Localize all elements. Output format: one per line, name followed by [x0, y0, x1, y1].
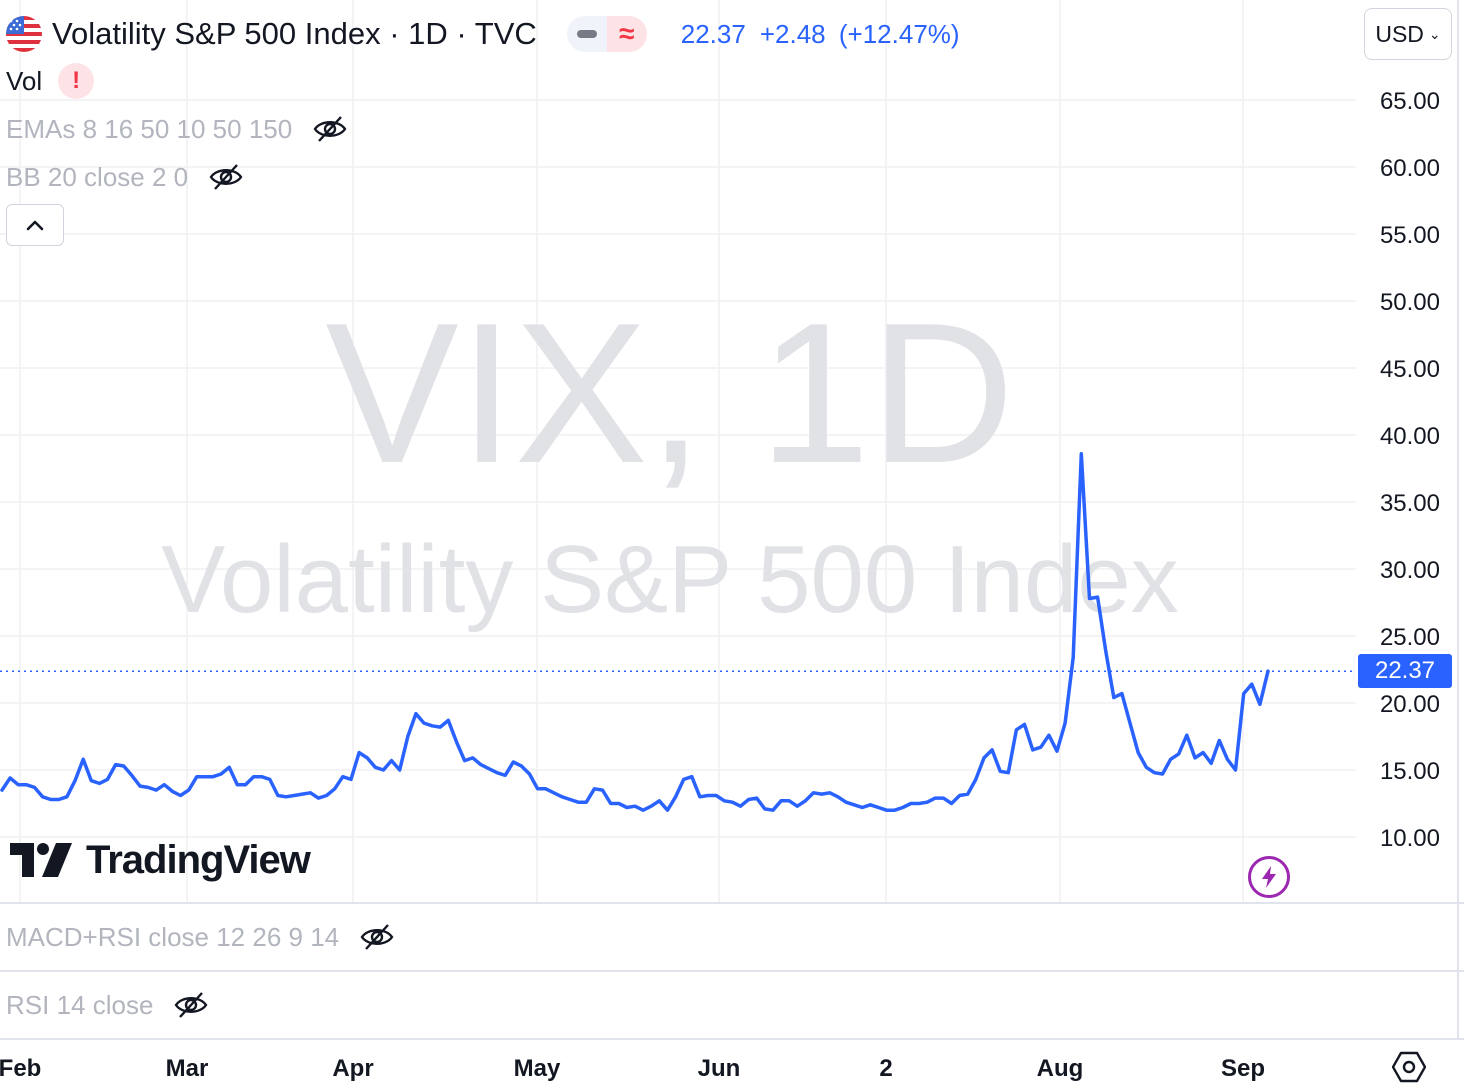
currency-label: USD — [1375, 20, 1424, 47]
legend-ema[interactable]: EMAs 8 16 50 10 50 150 — [6, 110, 348, 148]
y-tick-label: 55.00 — [1380, 222, 1440, 249]
y-tick-label: 60.00 — [1380, 155, 1440, 182]
tradingview-logo-icon — [10, 843, 72, 877]
legend-volume[interactable]: Vol ! — [6, 62, 95, 100]
x-tick-label: Apr — [332, 1055, 373, 1082]
chevron-up-icon — [26, 220, 44, 231]
eye-off-icon[interactable] — [173, 990, 209, 1020]
legend-rsi[interactable]: RSI 14 close — [6, 986, 209, 1024]
x-tick-label: Aug — [1037, 1055, 1084, 1082]
tradingview-logo[interactable]: TradingView — [10, 836, 311, 884]
y-tick-label: 20.00 — [1380, 691, 1440, 718]
legend-macd-rsi-label: MACD+RSI close 12 26 9 14 — [6, 921, 340, 952]
legend-macd-rsi[interactable]: MACD+RSI close 12 26 9 14 — [6, 918, 395, 956]
y-tick-label: 50.00 — [1380, 289, 1440, 316]
eye-off-icon[interactable] — [312, 114, 348, 144]
series-line — [0, 452, 1270, 812]
y-tick-label: 25.00 — [1380, 624, 1440, 651]
x-tick-label: Mar — [166, 1055, 209, 1082]
market-status-pill[interactable]: ≈ — [566, 16, 647, 52]
delayed-data-icon[interactable]: ≈ — [606, 16, 647, 52]
x-tick-label: Feb — [0, 1055, 41, 1082]
chart-watermark: VIX, 1D Volatility S&P 500 Index — [161, 282, 1179, 633]
watermark-symbol: VIX, 1D — [325, 282, 1014, 505]
watermark-description: Volatility S&P 500 Index — [161, 526, 1179, 633]
us-flag-icon — [6, 16, 42, 52]
price-change-percent: (+12.47%) — [838, 18, 960, 49]
y-tick-label: 45.00 — [1380, 356, 1440, 383]
x-tick-label: 2 — [879, 1055, 892, 1082]
legend-bb-label: BB 20 close 2 0 — [6, 161, 189, 192]
collapse-legend-button[interactable] — [6, 204, 64, 246]
tradingview-wordmark: TradingView — [86, 837, 311, 882]
chart-header: Volatility S&P 500 Index · 1D · TVC ≈ 22… — [6, 12, 960, 56]
symbol-title[interactable]: Volatility S&P 500 Index · 1D · TVC — [52, 16, 537, 51]
y-tick-label: 15.00 — [1380, 758, 1440, 785]
y-tick-label: 40.00 — [1380, 423, 1440, 450]
y-tick-label: 35.00 — [1380, 490, 1440, 517]
y-tick-label: 10.00 — [1380, 825, 1440, 852]
x-tick-label: Jun — [698, 1055, 741, 1082]
legend-ema-label: EMAs 8 16 50 10 50 150 — [6, 113, 293, 144]
x-tick-label: Sep — [1221, 1055, 1265, 1082]
price-series — [0, 452, 1356, 812]
alert-icon[interactable]: ! — [58, 63, 95, 99]
currency-selector[interactable]: USD ⌄ — [1364, 8, 1452, 60]
last-price-badge: 22.37 — [1358, 654, 1452, 688]
minus-icon[interactable] — [567, 16, 607, 52]
eye-off-icon[interactable] — [359, 922, 395, 952]
settings-icon[interactable] — [1392, 1050, 1426, 1084]
price-quote: 22.37 +2.48 (+12.47%) — [681, 19, 960, 50]
legend-rsi-label: RSI 14 close — [6, 989, 154, 1020]
last-price: 22.37 — [680, 18, 746, 49]
eye-off-icon[interactable] — [208, 162, 244, 192]
y-tick-label: 65.00 — [1380, 88, 1440, 115]
time-axis[interactable]: Feb Mar Apr May Jun 2 Aug Sep — [0, 1055, 1265, 1082]
chevron-down-icon: ⌄ — [1428, 25, 1441, 42]
price-axis[interactable]: 65.00 60.00 55.00 50.00 45.00 40.00 35.00 30.00… — [1380, 88, 1440, 852]
price-change: +2.48 — [759, 18, 826, 49]
legend-bb[interactable]: BB 20 close 2 0 — [6, 158, 244, 196]
legend-volume-label: Vol — [6, 65, 43, 96]
x-tick-label: May — [514, 1055, 561, 1082]
y-tick-label: 30.00 — [1380, 557, 1440, 584]
lightning-icon[interactable] — [1248, 856, 1290, 898]
